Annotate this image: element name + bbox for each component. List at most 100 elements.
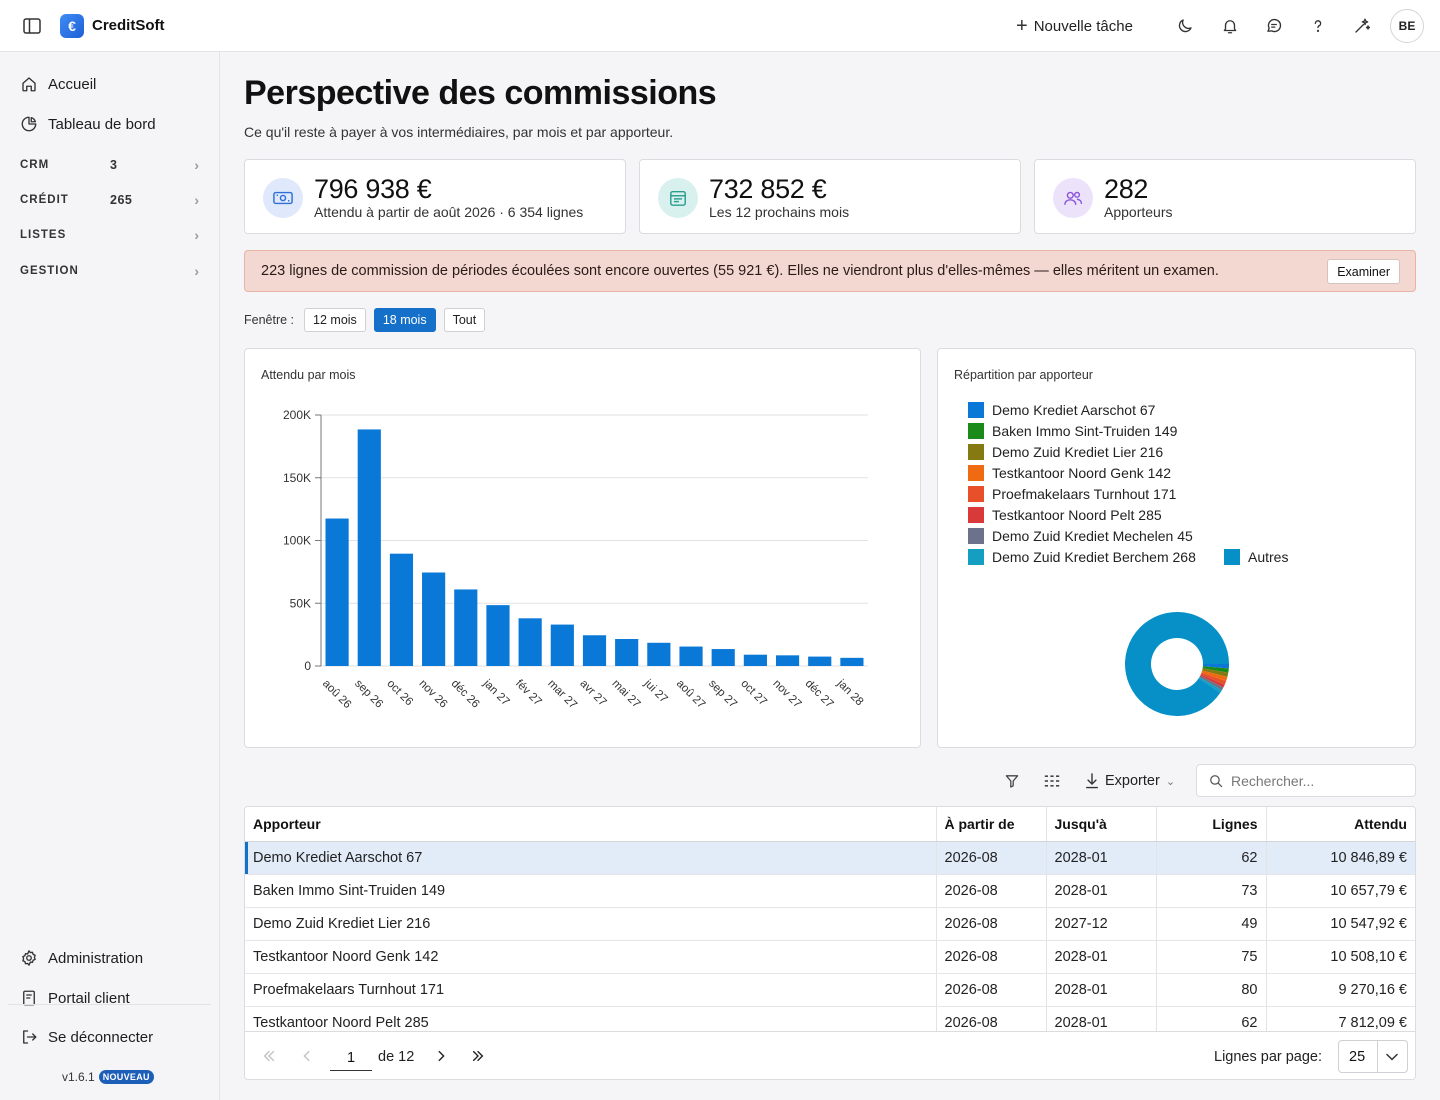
help-icon[interactable] <box>1307 15 1329 37</box>
kpi-value: 796 938 € <box>314 174 432 204</box>
x-tick-label: avr 27 <box>577 678 608 709</box>
sidebar-item-dashboard[interactable]: Tableau de bord <box>20 112 156 136</box>
column-header-broker[interactable]: Apporteur <box>245 807 937 842</box>
bar[interactable] <box>840 657 864 666</box>
new-task-label: Nouvelle tâche <box>1033 17 1133 35</box>
y-tick-label: 200K <box>283 408 311 422</box>
table-row[interactable]: Proefmakelaars Turnhout 171 2026-08 2028… <box>245 973 1415 1007</box>
cell-until: 2028-01 <box>1046 874 1157 908</box>
legend-item[interactable]: Demo Zuid Krediet Lier 216 <box>968 443 1163 461</box>
donut-slice[interactable] <box>1199 675 1224 691</box>
sidebar-group-lists[interactable]: LISTES › <box>20 225 200 245</box>
legend-item[interactable]: Demo Zuid Krediet Berchem 268 <box>968 548 1196 566</box>
window-option-all[interactable]: Tout <box>443 308 486 332</box>
table-row[interactable]: Demo Zuid Krediet Lier 216 2026-08 2027-… <box>245 907 1415 941</box>
bar[interactable] <box>582 635 607 666</box>
legend-swatch <box>968 444 984 460</box>
dark-mode-icon[interactable] <box>1174 15 1196 37</box>
table-row[interactable]: Testkantoor Noord Genk 142 2026-08 2028-… <box>245 940 1415 974</box>
bar[interactable] <box>422 572 446 666</box>
donut-slice[interactable] <box>1201 670 1228 682</box>
sidebar-item-label: Administration <box>48 949 144 967</box>
legend-item[interactable]: Baken Immo Sint-Truiden 149 <box>968 422 1177 440</box>
bar[interactable] <box>711 649 735 666</box>
export-button[interactable]: Exporter ⌄ <box>1085 770 1175 792</box>
bar[interactable] <box>808 656 832 666</box>
bar[interactable] <box>325 518 349 666</box>
window-option-12-months[interactable]: 12 mois <box>304 308 366 332</box>
sidebar-item-label: Tableau de bord <box>48 115 156 133</box>
legend-label: Demo Zuid Krediet Berchem 268 <box>992 549 1196 565</box>
examine-button[interactable]: Examiner <box>1327 259 1400 284</box>
column-header-from[interactable]: À partir de <box>936 807 1047 842</box>
sidebar-group-credit[interactable]: CRÉDIT 265 › <box>20 190 200 210</box>
bar[interactable] <box>454 589 478 666</box>
donut-slice[interactable] <box>1198 677 1222 693</box>
user-avatar[interactable]: BE <box>1390 9 1424 43</box>
sidebar-group-crm[interactable]: CRM 3 › <box>20 155 200 175</box>
bell-icon[interactable] <box>1219 15 1241 37</box>
donut-slice[interactable] <box>1200 674 1225 688</box>
bar[interactable] <box>647 642 671 666</box>
kpi-card-brokers: 282 Apporteurs <box>1034 159 1416 234</box>
sidebar-item-administration[interactable]: Administration <box>20 946 143 970</box>
column-header-expected[interactable]: Attendu <box>1266 807 1415 842</box>
donut-slice[interactable] <box>1125 612 1229 716</box>
sidebar-item-logout[interactable]: Se déconnecter <box>20 1025 153 1049</box>
legend-item[interactable]: Autres <box>1224 548 1288 566</box>
cell-lines: 49 <box>1156 907 1267 941</box>
previous-page-icon[interactable] <box>297 1046 317 1066</box>
donut-slice[interactable] <box>1202 666 1229 673</box>
sidebar-toggle-icon[interactable] <box>22 16 42 36</box>
bar[interactable] <box>743 654 767 666</box>
chevron-right-icon: › <box>194 263 200 279</box>
next-page-icon[interactable] <box>431 1046 451 1066</box>
legend-label: Testkantoor Noord Pelt 285 <box>992 507 1162 523</box>
table-row[interactable]: Baken Immo Sint-Truiden 149 2026-08 2028… <box>245 874 1415 908</box>
alert-text: 223 lignes de commission de périodes éco… <box>261 263 1219 279</box>
legend-label: Testkantoor Noord Genk 142 <box>992 465 1171 481</box>
window-option-18-months[interactable]: 18 mois <box>373 308 436 332</box>
new-task-button[interactable]: + Nouvelle tâche <box>1016 14 1133 38</box>
bar[interactable] <box>679 646 703 666</box>
legend-item[interactable]: Testkantoor Noord Pelt 285 <box>968 506 1162 524</box>
rows-per-page-select[interactable]: 25 <box>1338 1040 1408 1073</box>
bar[interactable] <box>389 553 414 666</box>
column-header-lines[interactable]: Lignes <box>1156 807 1267 842</box>
table-row[interactable]: Demo Krediet Aarschot 67 2026-08 2028-01… <box>245 841 1415 875</box>
pagination: de 12 Lignes par page: 25 <box>245 1031 1415 1079</box>
search-input[interactable] <box>1231 772 1401 789</box>
columns-icon[interactable] <box>1041 770 1063 792</box>
legend-item[interactable]: Demo Zuid Krediet Mechelen 45 <box>968 527 1193 545</box>
legend-item[interactable]: Proefmakelaars Turnhout 171 <box>968 485 1176 503</box>
donut-slice[interactable] <box>1202 664 1229 669</box>
magic-wand-icon[interactable] <box>1351 15 1373 37</box>
bar[interactable] <box>518 618 542 666</box>
legend-item[interactable]: Testkantoor Noord Genk 142 <box>968 464 1171 482</box>
first-page-icon[interactable] <box>259 1046 279 1066</box>
sidebar-item-home[interactable]: Accueil <box>20 72 96 96</box>
chat-icon[interactable] <box>1263 15 1285 37</box>
x-tick-label: nov 26 <box>416 678 449 711</box>
kpi-label: Attendu à partir de août 2026 · 6 354 li… <box>314 204 584 220</box>
filter-icon[interactable] <box>1001 770 1023 792</box>
column-header-until[interactable]: Jusqu'à <box>1046 807 1157 842</box>
bar[interactable] <box>357 429 381 666</box>
donut-chart-card: Répartition par apporteur Demo Krediet A… <box>937 348 1416 748</box>
last-page-icon[interactable] <box>468 1046 488 1066</box>
version-number: v1.6.1 <box>62 1070 95 1084</box>
donut-slice[interactable] <box>1200 672 1227 685</box>
legend-item[interactable]: Demo Krediet Aarschot 67 <box>968 401 1155 419</box>
bar[interactable] <box>550 624 574 666</box>
group-label: LISTES <box>20 229 67 241</box>
donut-slice[interactable] <box>1202 668 1229 678</box>
cell-broker: Demo Zuid Krediet Lier 216 <box>245 907 937 941</box>
bar[interactable] <box>486 605 510 666</box>
bar[interactable] <box>615 639 639 666</box>
sidebar-item-client-portal[interactable]: Portail client <box>20 986 130 1010</box>
sidebar-group-management[interactable]: GESTION › <box>20 261 200 281</box>
calendar-icon <box>658 178 698 218</box>
page-number-input[interactable] <box>330 1045 372 1071</box>
bar[interactable] <box>775 655 800 666</box>
